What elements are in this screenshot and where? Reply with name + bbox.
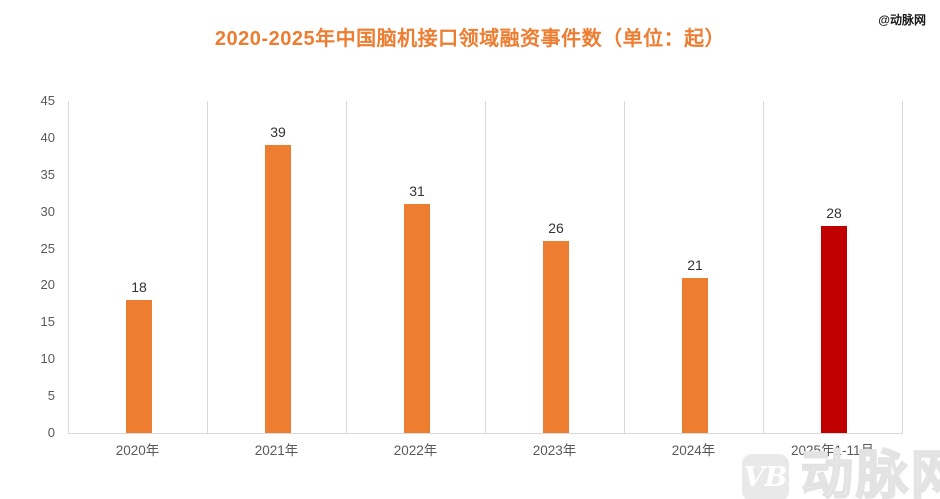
- y-tick-label: 5: [47, 388, 55, 403]
- bar-2024年: [682, 278, 708, 433]
- plot-area: 18 39 31 26 21 28: [68, 101, 903, 434]
- y-tick-label: 35: [40, 167, 55, 182]
- bar-2022年: [404, 204, 430, 433]
- y-tick-label: 25: [40, 241, 55, 256]
- vertical-gridline: [763, 101, 764, 433]
- bar-value-label: 31: [409, 183, 425, 199]
- vertical-gridline: [485, 101, 486, 433]
- vertical-gridline: [346, 101, 347, 433]
- bar-value-label: 18: [131, 279, 147, 295]
- bar-2020年: [126, 300, 152, 433]
- y-tick-label: 20: [40, 277, 55, 292]
- chart-title: 2020-2025年中国脑机接口领域融资事件数（单位：起）: [214, 28, 726, 50]
- x-tick-label: 2020年: [115, 443, 160, 458]
- y-tick-label: 15: [40, 314, 55, 329]
- y-tick-label: 30: [40, 204, 55, 219]
- vertical-gridline: [207, 101, 208, 433]
- bar-2025年1-11月: [821, 226, 847, 433]
- x-tick-label: 2023年: [532, 443, 577, 458]
- bar-2023年: [543, 241, 569, 433]
- x-tick-label: 2022年: [393, 443, 438, 458]
- bar-value-label: 39: [270, 124, 286, 140]
- y-tick-label: 45: [40, 93, 55, 108]
- bar-value-label: 26: [548, 220, 564, 236]
- vertical-gridline: [902, 101, 903, 433]
- watermark-top-right: @动脉网: [878, 13, 926, 27]
- x-tick-label: 2025年1-11月: [790, 443, 875, 458]
- x-axis-tick-labels: 2020年 2021年 2022年 2023年 2024年 2025年1-11月: [68, 434, 902, 458]
- vertical-gridline: [624, 101, 625, 433]
- x-tick-label: 2024年: [671, 443, 716, 458]
- y-tick-label: 0: [47, 425, 55, 440]
- y-tick-label: 40: [40, 130, 55, 145]
- vcbeat-logo-icon: VB: [742, 454, 789, 499]
- x-tick-label: 2021年: [254, 443, 299, 458]
- bar-2021年: [265, 145, 291, 433]
- bar-value-label: 28: [826, 205, 842, 221]
- bar-value-label: 21: [687, 257, 703, 273]
- y-tick-label: 10: [40, 351, 55, 366]
- y-axis-tick-labels: 0 5 10 15 20 25 30 35 40 45: [0, 93, 61, 440]
